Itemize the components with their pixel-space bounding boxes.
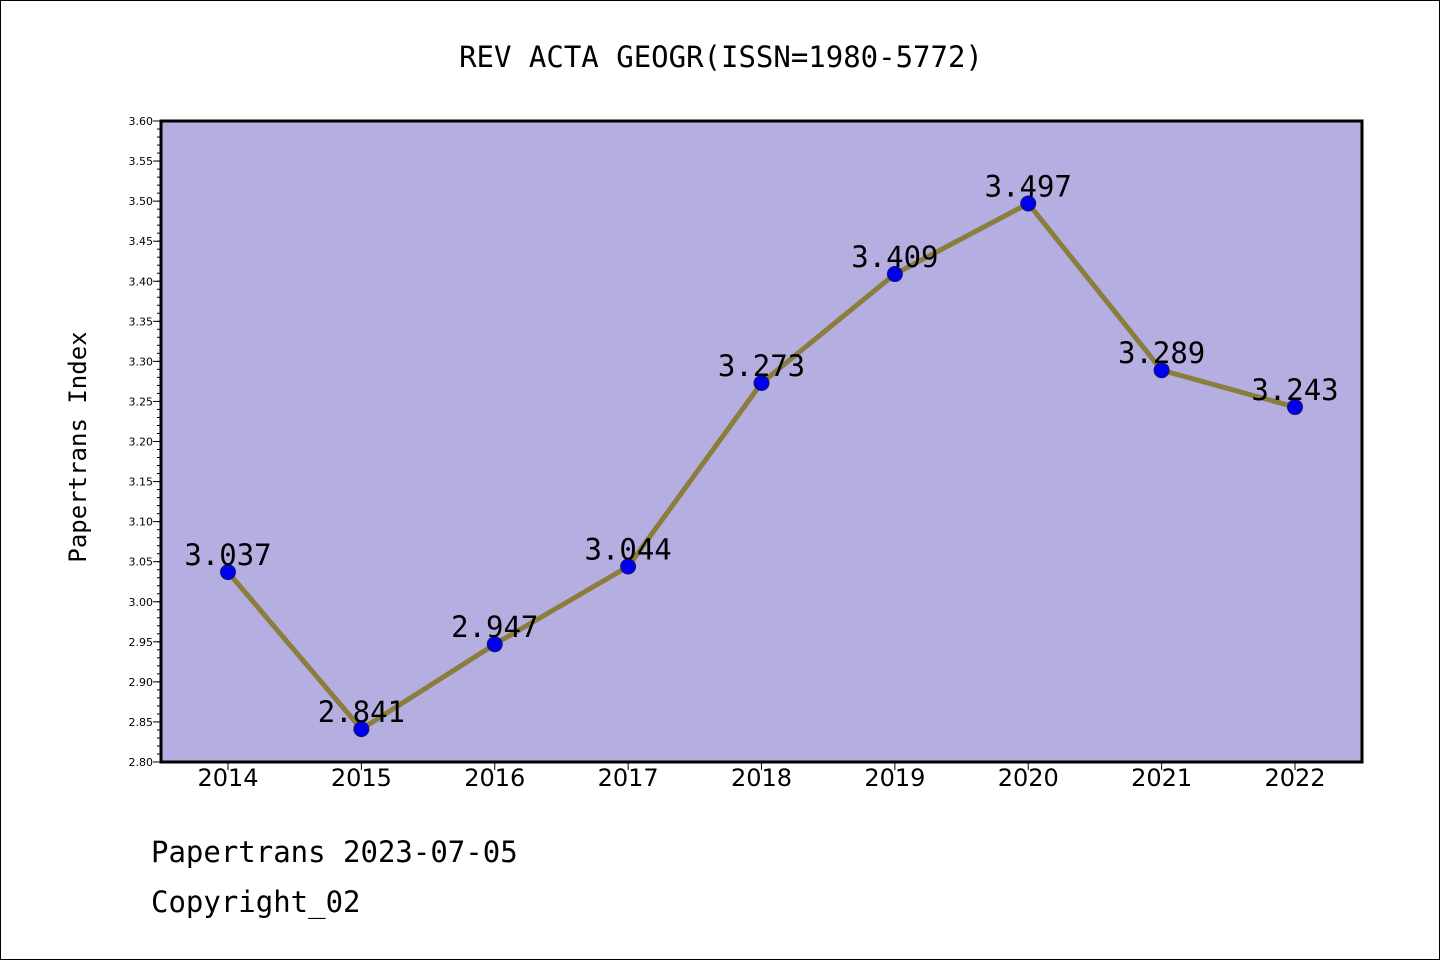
data-point [886, 266, 903, 283]
y-tick-label: 3.25 [129, 395, 154, 408]
data-label: 2.841 [318, 695, 405, 729]
y-tick-label: 3.30 [129, 355, 154, 368]
x-tick-label: 2019 [864, 764, 925, 792]
series: 3.037 2.841 2.947 3.044 3.273 3.409 3.497 3.289… [184, 170, 1339, 738]
plot-area [159, 119, 1364, 764]
y-tick-label: 3.50 [129, 195, 154, 208]
data-label: 3.497 [985, 170, 1072, 204]
y-axis: 2.80 2.85 2.90 2.95 3.00 3.05 3.10 3.15 3.20 3.25… [129, 115, 161, 769]
y-tick-label: 3.45 [129, 235, 154, 248]
data-point [220, 564, 236, 581]
data-label: 3.243 [1251, 373, 1338, 407]
y-tick-label: 3.00 [129, 596, 154, 609]
x-tick-label: 2017 [598, 764, 659, 792]
footer-date: Papertrans 2023-07-05 [151, 835, 518, 869]
data-label: 3.037 [184, 538, 271, 572]
data-point [486, 636, 503, 653]
data-point [353, 721, 370, 738]
y-tick-label: 3.55 [129, 155, 154, 168]
x-tick-label: 2015 [331, 764, 392, 792]
x-tick-label: 2018 [731, 764, 792, 792]
y-axis-label: Papertrans Index [64, 331, 92, 562]
data-label: 3.409 [851, 240, 938, 274]
x-tick-label: 2022 [1264, 764, 1325, 792]
y-tick-label: 3.10 [129, 516, 154, 529]
x-tick-label: 2014 [197, 764, 258, 792]
data-label: 2.947 [451, 610, 538, 644]
y-tick-label: 3.35 [129, 315, 154, 328]
data-point [1153, 362, 1170, 379]
data-label: 3.273 [718, 349, 805, 383]
y-tick-label: 2.80 [129, 756, 154, 769]
data-point [620, 558, 637, 575]
y-tick-label: 2.85 [129, 716, 154, 729]
data-point [1020, 195, 1037, 212]
data-point [753, 375, 770, 392]
y-tick-label: 2.95 [129, 636, 154, 649]
y-tick-label: 3.20 [129, 436, 154, 449]
y-tick-label: 3.40 [129, 275, 154, 288]
data-label: 3.044 [584, 532, 671, 566]
x-tick-label: 2016 [464, 764, 525, 792]
chart-title: REV ACTA GEOGR(ISSN=1980-5772) [459, 40, 983, 74]
x-tick-label: 2021 [1131, 764, 1192, 792]
y-tick-label: 3.60 [129, 115, 154, 128]
data-label: 3.289 [1118, 336, 1205, 370]
y-tick-label: 2.90 [129, 676, 154, 689]
x-tick-label: 2020 [998, 764, 1059, 792]
y-tick-label: 3.05 [129, 556, 154, 569]
data-point [1287, 399, 1303, 416]
y-tick-label: 3.15 [129, 476, 154, 489]
footer-copyright: Copyright_02 [151, 885, 361, 919]
x-axis: 2014 2015 2016 2017 2018 2019 2020 2021 2022 [197, 762, 1326, 792]
